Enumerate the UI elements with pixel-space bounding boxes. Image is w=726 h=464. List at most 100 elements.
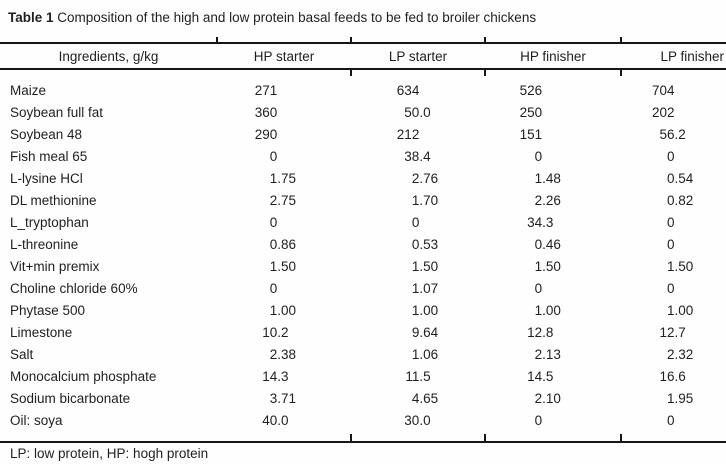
value-cell: 1.70 [351,189,485,211]
value-cell: 202 [621,101,726,123]
value-cell: 0.54 [621,167,726,189]
value-integer-part: 0 [667,236,675,252]
ingredient-label: Sodium bicarbonate [10,391,131,407]
value-cell: 250 [485,101,621,123]
value-fraction-part: .5 [542,369,554,385]
table-row: DL methionine 2.75 1.70 2.26 0.82 [0,189,726,211]
value-integer-part: 151 [519,126,543,142]
value-integer-part: 11 [405,369,420,385]
value-integer-part: 0 [667,170,675,186]
value-integer-part: 1 [411,303,420,319]
value-cell: 1.50 [351,256,485,278]
value-cell: 2.38 [217,344,351,366]
column-border-tick [620,434,622,443]
horizontal-rule-bottom [0,441,726,443]
ingredient-label: Oil: soya [10,413,63,429]
value-integer-part: 1 [269,259,278,275]
column-header: LP finisher [660,48,724,64]
value-integer-part: 271 [254,82,278,98]
value-cell: 11.5 [351,366,485,388]
value-integer-part: 0 [411,214,420,230]
value-fraction-part: .00 [419,303,439,319]
value-fraction-part: .0 [277,413,289,429]
value-cell: 14.3 [217,366,351,388]
value-cell: 290 [217,123,351,145]
value-integer-part: 14 [527,369,543,385]
value-integer-part: 1 [534,303,543,319]
value-integer-part: 0 [534,281,543,297]
value-cell: 0 [485,410,621,432]
value-fraction-part: .0 [419,413,431,429]
column-border-tick [350,37,352,44]
value-fraction-part: .53 [419,236,439,252]
value-integer-part: 2 [411,170,420,186]
table-row: Soybean 48 290 212 151 56.2 [0,123,726,145]
table-row: Limestone 10.2 9.64 12.8 12.7 [0,322,726,344]
value-cell: 634 [351,79,485,101]
table-row: Phytase 500 1.00 1.00 1.00 1.00 [0,300,726,322]
value-integer-part: 4 [411,391,420,407]
value-integer-part: 40 [262,413,278,429]
table-row: Choline chloride 60% 0 1.07 0 0 [0,278,726,300]
value-cell: 2.32 [621,344,726,366]
value-integer-part: 34 [527,214,543,230]
value-integer-part: 1 [411,192,420,208]
value-fraction-part: .2 [674,126,686,142]
value-fraction-part: .70 [419,192,439,208]
table-body: Maize 271 634 526 704 Soybean full fat 360 50.0… [0,79,726,432]
value-cell: 0 [621,278,726,300]
value-cell: 271 [217,79,351,101]
value-integer-part: 1 [667,259,675,275]
value-cell: 526 [485,79,621,101]
value-integer-part: 0 [269,281,278,297]
value-cell: 1.95 [621,388,726,410]
value-fraction-part: .75 [277,170,297,186]
value-cell: 1.00 [485,300,621,322]
value-fraction-part: .50 [542,259,561,275]
value-fraction-part: .07 [419,281,439,297]
value-cell: 0 [217,145,351,167]
value-integer-part: 1 [411,347,420,363]
value-cell: 151 [485,123,621,145]
value-integer-part: 1 [411,281,420,297]
value-cell: 2.76 [351,167,485,189]
ingredient-label: Monocalcium phosphate [10,369,157,385]
value-fraction-part: .3 [277,369,289,385]
value-integer-part: 0 [667,413,675,429]
value-integer-part: 526 [519,82,543,98]
column-header: HP starter [253,48,315,64]
table-caption-number: Table 1 [8,10,54,25]
table-caption-text: Composition of the high and low protein … [53,10,537,25]
value-fraction-part: .50 [419,259,439,275]
value-integer-part: 50 [404,104,420,120]
value-fraction-part: .50 [674,259,694,275]
value-fraction-part: .00 [674,303,694,319]
value-fraction-part: .8 [542,325,554,341]
value-cell: 34.3 [485,211,621,233]
value-integer-part: 0 [269,214,278,230]
value-cell: 1.75 [217,167,351,189]
value-integer-part: 1 [667,391,675,407]
value-cell: 12.8 [485,322,621,344]
value-fraction-part: .6 [674,369,686,385]
value-cell: 0.53 [351,233,485,255]
value-cell: 0.86 [217,233,351,255]
value-cell: 0 [485,278,621,300]
value-cell: 2.75 [217,189,351,211]
table-row: Fish meal 65 0 38.4 0 0 [0,145,726,167]
column-header: LP starter [388,48,448,64]
value-cell: 38.4 [351,145,485,167]
value-integer-part: 14 [262,369,278,385]
value-fraction-part: .54 [674,170,694,186]
value-cell: 0 [217,211,351,233]
column-border-tick [484,434,486,443]
ingredient-label: L-lysine HCl [10,170,83,186]
value-integer-part: 212 [396,126,420,142]
value-cell: 0 [217,278,351,300]
value-cell: 9.64 [351,322,485,344]
ingredient-label: Maize [10,82,47,98]
value-cell: 10.2 [217,322,351,344]
value-integer-part: 0 [411,236,420,252]
value-cell: 0 [621,211,726,233]
ingredient-label: Vit+min premix [10,259,100,275]
